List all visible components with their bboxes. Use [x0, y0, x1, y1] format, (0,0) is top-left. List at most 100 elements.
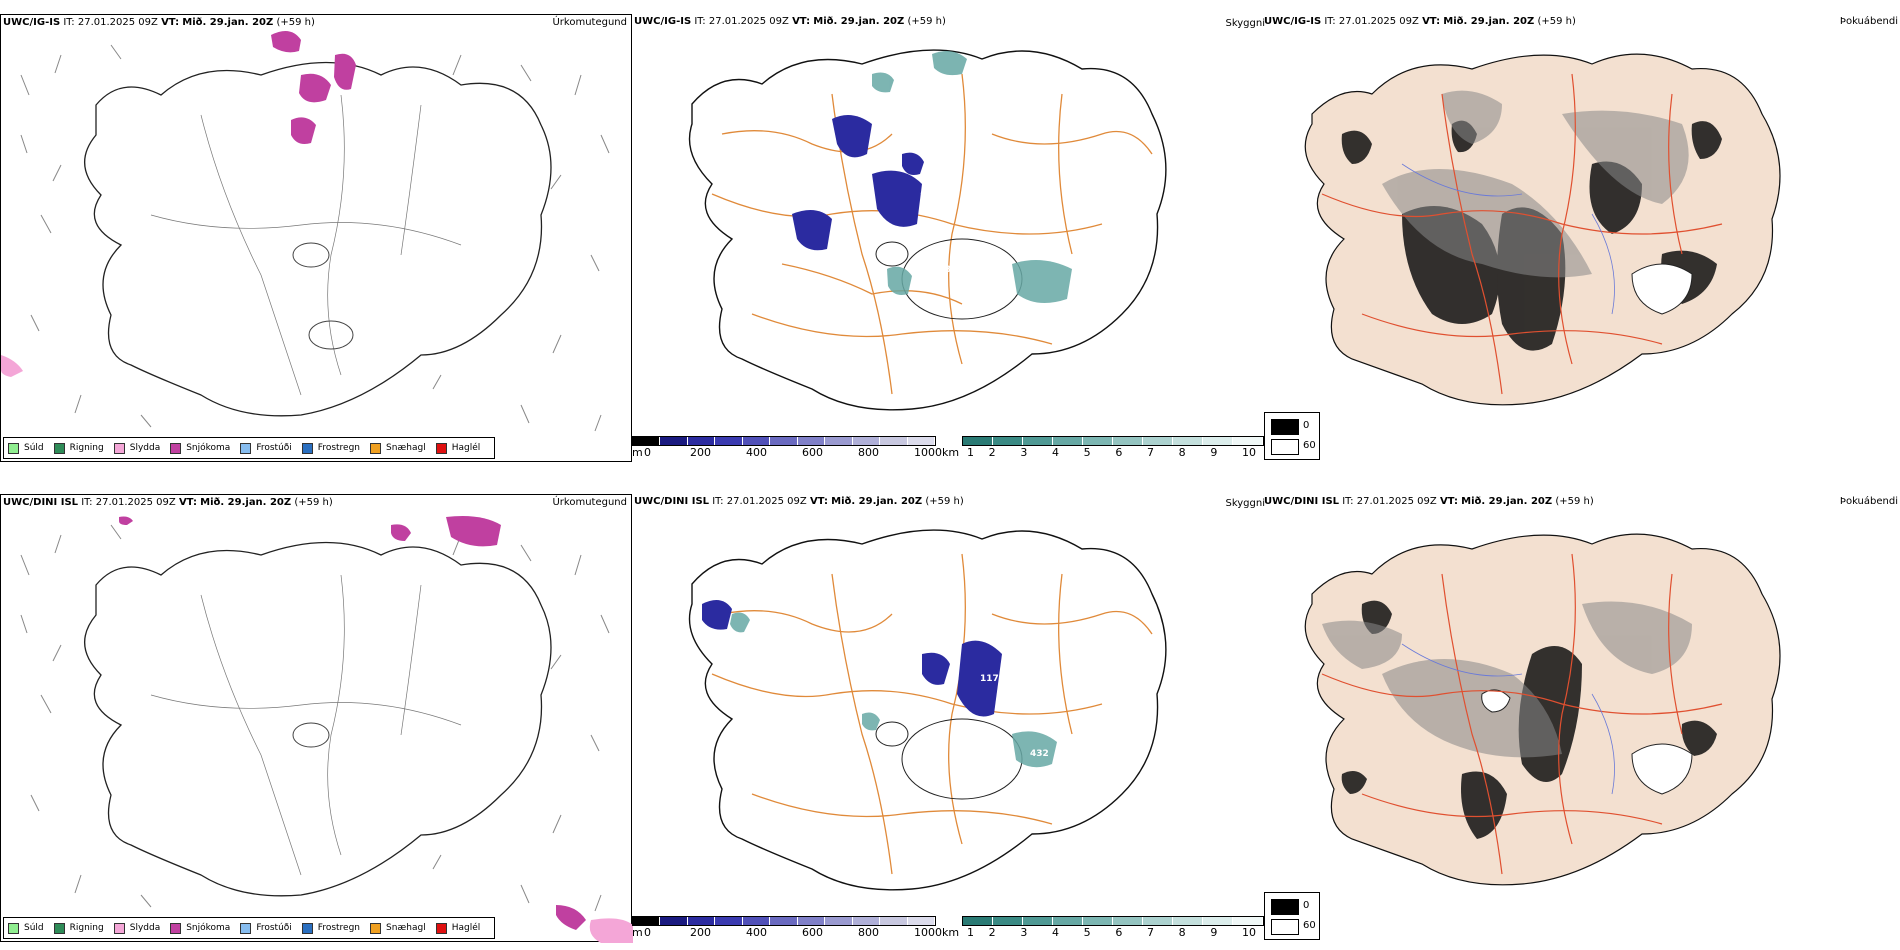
- sleet-area: [1, 355, 23, 377]
- fog-legend-row1: 0 60: [1264, 412, 1320, 460]
- legend-swatch: [240, 442, 252, 454]
- visibility-tick: 8: [1178, 446, 1186, 459]
- legend-swatch: [170, 922, 182, 934]
- legend-item: Snæhagl: [370, 922, 426, 934]
- visibility-colorbar: [962, 436, 1264, 446]
- glacier: [292, 242, 330, 268]
- legend-swatch-dark: [1271, 419, 1299, 435]
- height-colorbar-segment: [825, 437, 853, 445]
- precip-map-row1: [1, 31, 610, 432]
- legend-swatch: [113, 442, 125, 454]
- visibility-unit: km: [942, 446, 960, 459]
- height-colorbar-segment: [633, 917, 661, 925]
- height-colorbar-segment: [687, 917, 716, 925]
- legend-item: Súld: [8, 922, 44, 934]
- height-label: 178: [877, 120, 896, 130]
- height-colorbar: [632, 916, 936, 926]
- visibility-colorbar-segment: [993, 437, 1023, 445]
- cloud-map-row2: 117 432: [688, 529, 1167, 891]
- legend-swatch: [53, 922, 65, 934]
- panel-title: Úrkomutegund: [552, 17, 627, 28]
- height-colorbar-segment: [825, 917, 853, 925]
- fog-map-row1: [1304, 53, 1781, 406]
- precip-type-panel-row1: UWC/IG-IS IT: 27.01.2025 09Z VT: Mið. 29…: [0, 14, 632, 462]
- visibility-colorbar-segment: [1023, 437, 1053, 445]
- glacier: [875, 721, 909, 747]
- height-unit: m: [632, 446, 643, 459]
- height-tick: 600: [802, 446, 823, 459]
- visibility-colorbar: [962, 916, 1264, 926]
- height-tick: 0: [644, 926, 651, 939]
- visibility-colorbar-segment: [963, 437, 993, 445]
- legend-swatch-light: [1271, 439, 1299, 455]
- height-tick: 0: [644, 446, 651, 459]
- snowfall-area: [271, 31, 356, 144]
- run-info: UWC/DINI ISL IT: 27.01.2025 09Z VT: Mið.…: [3, 497, 333, 508]
- visibility-tick: 2: [988, 446, 996, 459]
- roads: [1321, 553, 1723, 875]
- height-label: 388: [920, 192, 939, 202]
- height-label: 117: [980, 674, 999, 684]
- low-cloud-area: [702, 600, 1002, 717]
- height-colorbar-segment: [742, 917, 771, 925]
- height-colorbar-segment: [770, 437, 798, 445]
- visibility-tick: 9: [1210, 926, 1218, 939]
- wind-barbs: [20, 524, 610, 912]
- legend-swatch: [435, 922, 447, 934]
- precip-type-panel-row2: UWC/DINI ISL IT: 27.01.2025 09Z VT: Mið.…: [0, 494, 633, 943]
- cloud-panel-row1: 178 388 133 288 UWC/IG-IS IT: 27.01.2025…: [632, 14, 1267, 462]
- height-label: 133: [950, 247, 969, 257]
- visibility-colorbar-segment: [1233, 437, 1263, 445]
- visibility-colorbar-segment: [993, 917, 1023, 925]
- height-colorbar-segment: [633, 437, 661, 445]
- visibility-colorbar-segment: [1053, 437, 1083, 445]
- legend-item: Frostregn: [301, 442, 360, 454]
- visibility-colorbar-segment: [963, 917, 993, 925]
- rivers: [1401, 163, 1615, 315]
- legend-item: Snæhagl: [370, 442, 426, 454]
- height-colorbar-segment: [687, 437, 716, 445]
- height-labels: 117 432: [980, 674, 1049, 759]
- legend-item: Rigning: [53, 922, 104, 934]
- fog-map-row2: [1304, 533, 1781, 886]
- visibility-colorbar-segment: [1143, 917, 1173, 925]
- visibility-colorbar-segment: [1173, 917, 1203, 925]
- height-colorbar-segment: [660, 917, 688, 925]
- visibility-unit: km: [942, 926, 960, 939]
- legend-swatch: [170, 442, 182, 454]
- panel-title: Þokuábendi: [1839, 16, 1898, 27]
- height-labels: 178 388 133 288: [877, 120, 969, 275]
- iceland-outline: [688, 49, 1167, 411]
- wind-barbs: [20, 44, 610, 432]
- visibility-tick: 5: [1083, 926, 1091, 939]
- iceland-outline: [83, 541, 552, 897]
- panel-title: Þokuábendi: [1839, 496, 1898, 507]
- fog-panel-row2: UWC/DINI ISL IT: 27.01.2025 09Z VT: Mið.…: [1262, 494, 1900, 942]
- cloud-panel-row2: 117 432 UWC/DINI ISL IT: 27.01.2025 09Z …: [632, 494, 1267, 942]
- height-colorbar: [632, 436, 936, 446]
- glacier: [875, 241, 909, 267]
- visibility-tick: 10: [1242, 926, 1256, 939]
- visibility-colorbar-segment: [1113, 437, 1143, 445]
- visibility-tick: 1: [967, 446, 974, 459]
- visibility-tick: 4: [1052, 446, 1059, 459]
- legend-swatch: [370, 922, 382, 934]
- panel-title: Skyggni: [1225, 498, 1265, 509]
- roads: [1321, 73, 1723, 395]
- height-tick: 400: [746, 446, 767, 459]
- legend-swatch: [301, 922, 313, 934]
- panel-title: Úrkomutegund: [552, 497, 627, 508]
- visibility-tick: 6: [1115, 926, 1123, 939]
- height-colorbar-segment: [907, 917, 935, 925]
- legend-item: Snjókoma: [170, 442, 230, 454]
- fog-legend-value: 60: [1303, 440, 1316, 451]
- run-info: UWC/IG-IS IT: 27.01.2025 09Z VT: Mið. 29…: [3, 17, 315, 28]
- fog-legend-value: 0: [1303, 900, 1310, 911]
- height-tick: 1000: [914, 446, 942, 459]
- height-colorbar-segment: [907, 437, 935, 445]
- rivers: [1401, 643, 1615, 795]
- legend-item: Snjókoma: [170, 922, 230, 934]
- glacier: [292, 722, 330, 748]
- height-colorbar-segment: [797, 437, 826, 445]
- precip-map-row2: [20, 516, 633, 943]
